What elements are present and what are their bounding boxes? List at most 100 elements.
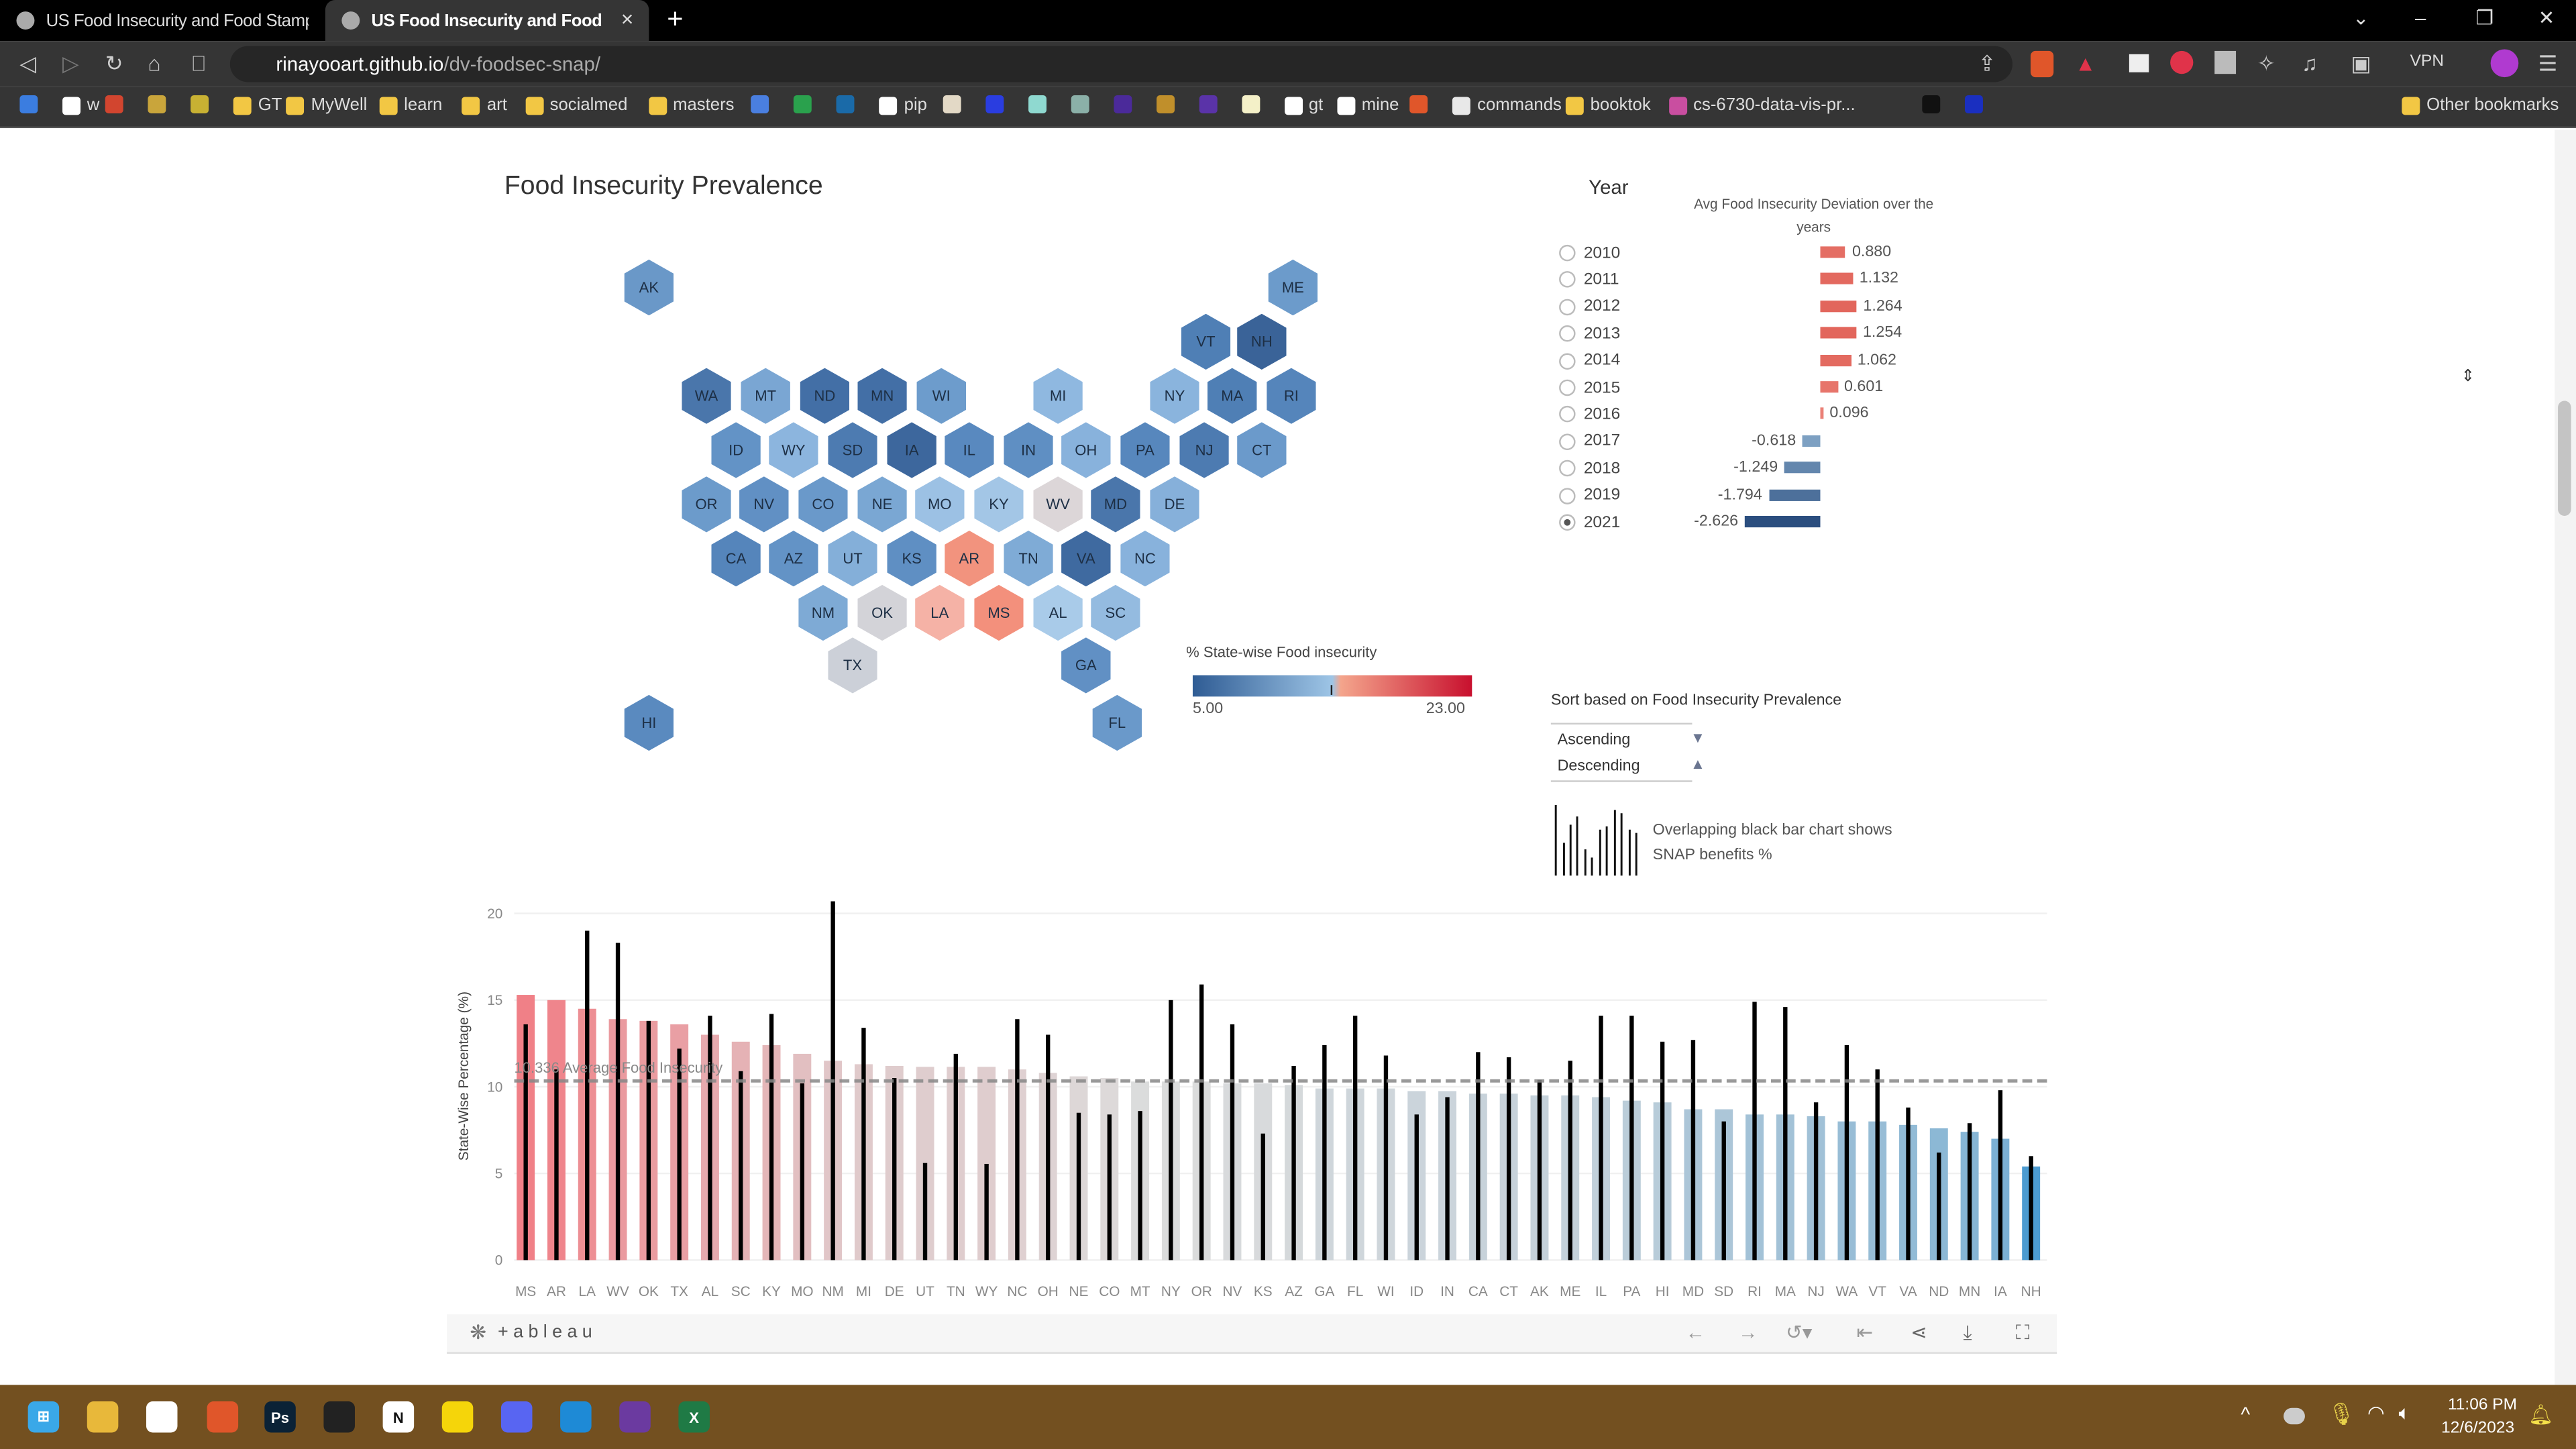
back-icon[interactable]: ◁ — [19, 50, 36, 76]
browser-tab[interactable]: US Food Insecurity and Food Stamps — [0, 0, 323, 41]
snap-bar[interactable] — [1537, 1079, 1542, 1260]
snap-bar[interactable] — [1445, 1097, 1450, 1260]
state-hex-ca[interactable]: CA — [711, 531, 761, 587]
bookmark-item[interactable]: MyWell — [286, 95, 367, 115]
bookmark-item[interactable]: socialmed — [525, 95, 627, 115]
state-hex-ia[interactable]: IA — [887, 422, 936, 478]
snap-bar[interactable] — [1629, 1016, 1634, 1260]
taskbar-app-app[interactable] — [146, 1401, 178, 1433]
state-hex-or[interactable]: OR — [682, 476, 731, 533]
snap-bar[interactable] — [1844, 1044, 1849, 1260]
state-hex-ne[interactable]: NE — [857, 476, 907, 533]
snap-bar[interactable] — [1076, 1112, 1081, 1260]
close-window-icon[interactable]: ✕ — [2538, 6, 2555, 30]
deviation-bar[interactable] — [1784, 462, 1821, 474]
deviation-bar[interactable] — [1802, 435, 1821, 447]
snap-bar[interactable] — [1783, 1007, 1788, 1260]
sort-descending[interactable]: Descending — [1557, 757, 1640, 775]
state-hex-wa[interactable]: WA — [682, 368, 731, 424]
download-icon[interactable]: ⤓ — [1963, 1320, 1972, 1344]
extensions-puzzle-icon[interactable]: ✧ — [2257, 50, 2275, 76]
volume-icon[interactable]: 🔈︎ — [2398, 1401, 2411, 1425]
radio-button[interactable] — [1559, 514, 1576, 531]
snap-bar[interactable] — [1352, 1016, 1358, 1260]
deviation-bar[interactable] — [1820, 300, 1857, 312]
taskbar-app-file-explorer[interactable] — [87, 1401, 119, 1433]
scrollbar-thumb[interactable] — [2558, 400, 2571, 516]
state-hex-ri[interactable]: RI — [1267, 368, 1316, 424]
radio-button[interactable] — [1559, 352, 1576, 370]
state-hex-ma[interactable]: MA — [1208, 368, 1257, 424]
reset-icon[interactable]: ⇤ — [1856, 1320, 1873, 1344]
state-hex-wy[interactable]: WY — [769, 422, 818, 478]
radio-button[interactable] — [1559, 433, 1576, 450]
state-hex-ny[interactable]: NY — [1150, 368, 1199, 424]
vpn-button[interactable]: VPN — [2410, 52, 2445, 71]
bookmark-item[interactable] — [794, 95, 812, 113]
sort-ascending[interactable]: Ascending — [1557, 731, 1631, 749]
state-hex-mn[interactable]: MN — [857, 368, 907, 424]
bookmark-item[interactable]: w — [62, 95, 99, 115]
browser-tab[interactable]: US Food Insecurity and Food Sta — [325, 0, 649, 42]
state-hex-mo[interactable]: MO — [915, 476, 965, 533]
snap-bar[interactable] — [585, 930, 590, 1260]
state-hex-ga[interactable]: GA — [1061, 637, 1111, 694]
snap-bar[interactable] — [615, 943, 621, 1260]
bookmark-item[interactable] — [105, 95, 123, 113]
resize-handle-icon[interactable]: ⇕ — [2461, 368, 2475, 386]
snap-bar[interactable] — [953, 1053, 959, 1260]
year-option-2017[interactable]: 2017 — [1559, 429, 1620, 455]
tab-search-icon[interactable]: ⌄ — [2352, 6, 2369, 30]
deviation-bar[interactable] — [1768, 488, 1821, 500]
close-tab-icon[interactable]: × — [621, 6, 634, 32]
radio-button[interactable] — [1559, 244, 1576, 262]
bookmark-item[interactable] — [942, 95, 961, 113]
bookmark-item[interactable] — [148, 95, 166, 113]
deviation-bar[interactable] — [1820, 246, 1846, 258]
extension-icon[interactable] — [2129, 54, 2149, 72]
state-hex-va[interactable]: VA — [1061, 531, 1111, 587]
snap-bar[interactable] — [1660, 1041, 1665, 1260]
state-hex-nm[interactable]: NM — [798, 584, 848, 641]
state-hex-in[interactable]: IN — [1004, 422, 1053, 478]
music-icon[interactable]: ♫ — [2302, 50, 2318, 76]
state-hex-pa[interactable]: PA — [1120, 422, 1170, 478]
home-icon[interactable]: ⌂ — [148, 50, 161, 76]
rewards-icon[interactable]: ▲ — [2075, 50, 2096, 76]
year-option-2019[interactable]: 2019 — [1559, 482, 1620, 508]
state-hex-ut[interactable]: UT — [828, 531, 877, 587]
snap-bar[interactable] — [2029, 1156, 2033, 1260]
bookmark-item[interactable]: learn — [379, 95, 442, 115]
bookmark-item[interactable]: GT — [233, 95, 282, 115]
share-icon[interactable]: ⋖ — [1911, 1320, 1927, 1344]
taskbar-app-brave[interactable] — [207, 1401, 239, 1433]
state-hex-la[interactable]: LA — [915, 584, 965, 641]
snap-bar[interactable] — [1506, 1057, 1511, 1260]
snap-bar[interactable] — [1476, 1052, 1481, 1260]
snap-bar[interactable] — [739, 1071, 743, 1260]
undo-icon[interactable]: ← — [1685, 1320, 1706, 1344]
bookmark-item[interactable] — [1964, 95, 1983, 113]
deviation-bar[interactable] — [1820, 408, 1823, 420]
wallet-icon[interactable]: ▣ — [2351, 50, 2371, 76]
state-hex-nc[interactable]: NC — [1120, 531, 1170, 587]
brave-shields-icon[interactable] — [2030, 50, 2054, 78]
bookmark-item[interactable] — [751, 95, 769, 113]
bookmark-item[interactable]: art — [462, 95, 507, 115]
tableau-logo[interactable]: +ableau — [498, 1322, 598, 1342]
restore-icon[interactable]: ❐ — [2475, 6, 2493, 30]
state-hex-ky[interactable]: KY — [974, 476, 1024, 533]
snap-bar[interactable] — [1599, 1016, 1603, 1260]
snap-bar[interactable] — [708, 1016, 712, 1260]
state-hex-tx[interactable]: TX — [828, 637, 877, 694]
state-hex-ct[interactable]: CT — [1237, 422, 1287, 478]
bookmark-item[interactable]: gt — [1284, 95, 1323, 115]
state-hex-tn[interactable]: TN — [1004, 531, 1053, 587]
taskbar-app-photoshop[interactable]: Ps — [264, 1401, 296, 1433]
snap-bar[interactable] — [677, 1049, 682, 1260]
state-hex-ar[interactable]: AR — [945, 531, 994, 587]
bookmark-item[interactable]: commands — [1452, 95, 1562, 115]
bookmark-item[interactable]: masters — [648, 95, 735, 115]
taskbar-app-vscode[interactable] — [560, 1401, 592, 1433]
taskbar-app-discord[interactable] — [500, 1401, 533, 1433]
